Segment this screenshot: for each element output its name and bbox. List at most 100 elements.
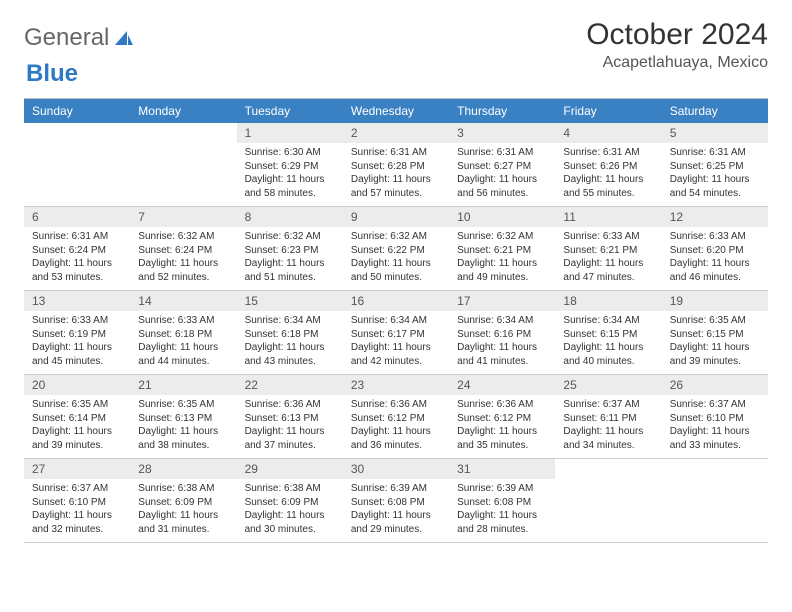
- day-content: Sunrise: 6:37 AMSunset: 6:10 PMDaylight:…: [24, 479, 130, 542]
- sunrise-text: Sunrise: 6:34 AM: [351, 314, 441, 328]
- day-number: [662, 459, 768, 479]
- day-content: Sunrise: 6:38 AMSunset: 6:09 PMDaylight:…: [130, 479, 236, 542]
- sunset-text: Sunset: 6:13 PM: [245, 412, 335, 426]
- calendar-day: 3Sunrise: 6:31 AMSunset: 6:27 PMDaylight…: [449, 123, 555, 206]
- day-content: Sunrise: 6:36 AMSunset: 6:12 PMDaylight:…: [449, 395, 555, 458]
- calendar-day: 21Sunrise: 6:35 AMSunset: 6:13 PMDayligh…: [130, 375, 236, 458]
- day-number: 20: [24, 375, 130, 395]
- daylight-text: Daylight: 11 hours and 46 minutes.: [670, 257, 760, 284]
- daylight-text: Daylight: 11 hours and 55 minutes.: [563, 173, 653, 200]
- calendar-day: 23Sunrise: 6:36 AMSunset: 6:12 PMDayligh…: [343, 375, 449, 458]
- sunset-text: Sunset: 6:26 PM: [563, 160, 653, 174]
- day-content: Sunrise: 6:32 AMSunset: 6:24 PMDaylight:…: [130, 227, 236, 290]
- sunset-text: Sunset: 6:12 PM: [457, 412, 547, 426]
- sunrise-text: Sunrise: 6:37 AM: [32, 482, 122, 496]
- day-number: 22: [237, 375, 343, 395]
- day-number: 18: [555, 291, 661, 311]
- calendar-day: 28Sunrise: 6:38 AMSunset: 6:09 PMDayligh…: [130, 459, 236, 542]
- day-content: Sunrise: 6:34 AMSunset: 6:15 PMDaylight:…: [555, 311, 661, 374]
- calendar-week: 27Sunrise: 6:37 AMSunset: 6:10 PMDayligh…: [24, 459, 768, 543]
- page-title: October 2024: [586, 18, 768, 52]
- day-number: 12: [662, 207, 768, 227]
- daylight-text: Daylight: 11 hours and 57 minutes.: [351, 173, 441, 200]
- sunrise-text: Sunrise: 6:34 AM: [563, 314, 653, 328]
- day-content: Sunrise: 6:33 AMSunset: 6:18 PMDaylight:…: [130, 311, 236, 374]
- sunset-text: Sunset: 6:29 PM: [245, 160, 335, 174]
- day-content: Sunrise: 6:34 AMSunset: 6:17 PMDaylight:…: [343, 311, 449, 374]
- daylight-text: Daylight: 11 hours and 53 minutes.: [32, 257, 122, 284]
- logo-sail-icon: [113, 29, 135, 47]
- sunrise-text: Sunrise: 6:34 AM: [245, 314, 335, 328]
- day-number: 3: [449, 123, 555, 143]
- sunrise-text: Sunrise: 6:32 AM: [351, 230, 441, 244]
- daylight-text: Daylight: 11 hours and 32 minutes.: [32, 509, 122, 536]
- daylight-text: Daylight: 11 hours and 58 minutes.: [245, 173, 335, 200]
- sunset-text: Sunset: 6:18 PM: [138, 328, 228, 342]
- daylight-text: Daylight: 11 hours and 29 minutes.: [351, 509, 441, 536]
- sunrise-text: Sunrise: 6:32 AM: [457, 230, 547, 244]
- calendar-day: 5Sunrise: 6:31 AMSunset: 6:25 PMDaylight…: [662, 123, 768, 206]
- weekday-label: Tuesday: [237, 99, 343, 123]
- day-content: Sunrise: 6:31 AMSunset: 6:26 PMDaylight:…: [555, 143, 661, 206]
- day-number: 7: [130, 207, 236, 227]
- calendar-day: 12Sunrise: 6:33 AMSunset: 6:20 PMDayligh…: [662, 207, 768, 290]
- sunrise-text: Sunrise: 6:34 AM: [457, 314, 547, 328]
- sunrise-text: Sunrise: 6:36 AM: [351, 398, 441, 412]
- daylight-text: Daylight: 11 hours and 52 minutes.: [138, 257, 228, 284]
- day-content: Sunrise: 6:31 AMSunset: 6:24 PMDaylight:…: [24, 227, 130, 290]
- sunrise-text: Sunrise: 6:32 AM: [245, 230, 335, 244]
- sunset-text: Sunset: 6:17 PM: [351, 328, 441, 342]
- day-content: Sunrise: 6:33 AMSunset: 6:19 PMDaylight:…: [24, 311, 130, 374]
- daylight-text: Daylight: 11 hours and 36 minutes.: [351, 425, 441, 452]
- sunset-text: Sunset: 6:24 PM: [138, 244, 228, 258]
- calendar-day: 9Sunrise: 6:32 AMSunset: 6:22 PMDaylight…: [343, 207, 449, 290]
- daylight-text: Daylight: 11 hours and 42 minutes.: [351, 341, 441, 368]
- day-content: Sunrise: 6:31 AMSunset: 6:28 PMDaylight:…: [343, 143, 449, 206]
- sunset-text: Sunset: 6:08 PM: [351, 496, 441, 510]
- daylight-text: Daylight: 11 hours and 44 minutes.: [138, 341, 228, 368]
- day-content: Sunrise: 6:32 AMSunset: 6:22 PMDaylight:…: [343, 227, 449, 290]
- calendar-day: 27Sunrise: 6:37 AMSunset: 6:10 PMDayligh…: [24, 459, 130, 542]
- day-content: Sunrise: 6:34 AMSunset: 6:16 PMDaylight:…: [449, 311, 555, 374]
- calendar-day: 18Sunrise: 6:34 AMSunset: 6:15 PMDayligh…: [555, 291, 661, 374]
- day-number: 16: [343, 291, 449, 311]
- logo-text-2: Blue: [26, 60, 78, 87]
- calendar-day: 10Sunrise: 6:32 AMSunset: 6:21 PMDayligh…: [449, 207, 555, 290]
- weekday-label: Saturday: [662, 99, 768, 123]
- calendar-day: [662, 459, 768, 542]
- calendar-week: 20Sunrise: 6:35 AMSunset: 6:14 PMDayligh…: [24, 375, 768, 459]
- daylight-text: Daylight: 11 hours and 39 minutes.: [32, 425, 122, 452]
- sunrise-text: Sunrise: 6:35 AM: [32, 398, 122, 412]
- day-number: 17: [449, 291, 555, 311]
- calendar-day: 7Sunrise: 6:32 AMSunset: 6:24 PMDaylight…: [130, 207, 236, 290]
- day-content: Sunrise: 6:37 AMSunset: 6:11 PMDaylight:…: [555, 395, 661, 458]
- calendar-day: 4Sunrise: 6:31 AMSunset: 6:26 PMDaylight…: [555, 123, 661, 206]
- sunrise-text: Sunrise: 6:38 AM: [138, 482, 228, 496]
- calendar-day: [130, 123, 236, 206]
- calendar-day: 1Sunrise: 6:30 AMSunset: 6:29 PMDaylight…: [237, 123, 343, 206]
- sunrise-text: Sunrise: 6:31 AM: [351, 146, 441, 160]
- day-content: Sunrise: 6:33 AMSunset: 6:21 PMDaylight:…: [555, 227, 661, 290]
- sunrise-text: Sunrise: 6:35 AM: [670, 314, 760, 328]
- day-number: 23: [343, 375, 449, 395]
- sunrise-text: Sunrise: 6:38 AM: [245, 482, 335, 496]
- day-content: Sunrise: 6:38 AMSunset: 6:09 PMDaylight:…: [237, 479, 343, 542]
- sunset-text: Sunset: 6:27 PM: [457, 160, 547, 174]
- daylight-text: Daylight: 11 hours and 51 minutes.: [245, 257, 335, 284]
- sunrise-text: Sunrise: 6:31 AM: [457, 146, 547, 160]
- weekday-label: Wednesday: [343, 99, 449, 123]
- sunset-text: Sunset: 6:21 PM: [457, 244, 547, 258]
- sunset-text: Sunset: 6:21 PM: [563, 244, 653, 258]
- calendar-day: 31Sunrise: 6:39 AMSunset: 6:08 PMDayligh…: [449, 459, 555, 542]
- sunset-text: Sunset: 6:23 PM: [245, 244, 335, 258]
- daylight-text: Daylight: 11 hours and 39 minutes.: [670, 341, 760, 368]
- day-number: 10: [449, 207, 555, 227]
- sunrise-text: Sunrise: 6:37 AM: [670, 398, 760, 412]
- daylight-text: Daylight: 11 hours and 28 minutes.: [457, 509, 547, 536]
- sunrise-text: Sunrise: 6:31 AM: [563, 146, 653, 160]
- calendar-day: 17Sunrise: 6:34 AMSunset: 6:16 PMDayligh…: [449, 291, 555, 374]
- sunrise-text: Sunrise: 6:32 AM: [138, 230, 228, 244]
- sunset-text: Sunset: 6:24 PM: [32, 244, 122, 258]
- sunrise-text: Sunrise: 6:35 AM: [138, 398, 228, 412]
- sunrise-text: Sunrise: 6:36 AM: [457, 398, 547, 412]
